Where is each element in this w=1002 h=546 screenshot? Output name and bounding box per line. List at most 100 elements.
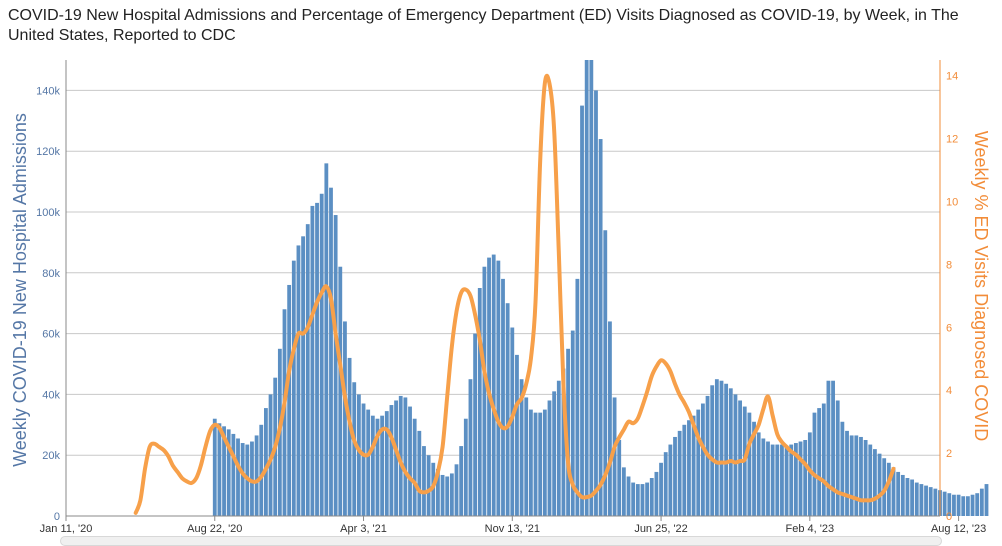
right-tick-label: 14	[946, 71, 958, 83]
admissions-bar	[812, 412, 817, 516]
admissions-bar	[575, 278, 580, 516]
admissions-bar	[719, 380, 724, 516]
admissions-bar	[961, 496, 966, 516]
admissions-bar	[347, 357, 352, 516]
admissions-bar	[584, 60, 589, 516]
admissions-bar	[738, 400, 743, 516]
admissions-bar	[854, 435, 859, 516]
admissions-bar	[222, 426, 226, 516]
admissions-bar	[659, 462, 663, 516]
left-tick-label: 100k	[36, 207, 60, 219]
admissions-bar	[580, 105, 584, 516]
admissions-bar	[710, 385, 715, 516]
admissions-bar	[803, 440, 808, 516]
admissions-bar	[793, 443, 798, 516]
ed-visits-line	[133, 73, 896, 515]
admissions-bar	[594, 90, 598, 517]
admissions-bar	[821, 403, 826, 516]
right-tick-label: 8	[946, 259, 952, 271]
admissions-bar	[482, 266, 487, 516]
admissions-bar	[677, 430, 682, 516]
admissions-bar	[426, 455, 431, 516]
admissions-bar	[831, 380, 835, 516]
admissions-bar	[910, 479, 915, 516]
admissions-bar	[914, 482, 919, 516]
right-tick-label: 4	[946, 385, 952, 397]
x-tick-label: Jun 25, '22	[634, 523, 687, 535]
admissions-bar	[422, 446, 426, 516]
admissions-bar	[617, 440, 622, 516]
admissions-bar	[338, 266, 343, 516]
admissions-bar	[505, 303, 510, 516]
admissions-bar	[394, 400, 398, 516]
admissions-bar	[687, 420, 691, 516]
admissions-bar	[254, 435, 259, 516]
admissions-bar	[826, 380, 831, 516]
admissions-bar	[924, 485, 928, 516]
admissions-bar	[343, 321, 347, 516]
admissions-bar	[784, 446, 789, 516]
admissions-bar	[979, 488, 984, 516]
admissions-bar	[919, 484, 924, 516]
range-navigator[interactable]	[60, 536, 942, 546]
admissions-bar	[645, 482, 650, 516]
admissions-bar	[603, 230, 608, 517]
admissions-bar	[236, 438, 240, 516]
admissions-bar	[370, 415, 375, 516]
admissions-bar	[561, 368, 566, 516]
admissions-bar	[319, 193, 324, 516]
admissions-bar	[700, 403, 705, 516]
admissions-bar	[631, 482, 636, 516]
admissions-bar	[515, 354, 519, 516]
admissions-bar	[733, 394, 738, 516]
admissions-bar	[859, 436, 863, 516]
admissions-bar	[608, 321, 612, 516]
left-tick-label: 20k	[42, 450, 60, 462]
admissions-bar	[352, 382, 357, 516]
admissions-bar	[728, 388, 733, 516]
admissions-bar	[965, 496, 970, 516]
right-tick-label: 0	[946, 511, 952, 523]
left-axis-title: Weekly COVID-19 New Hospital Admissions	[10, 113, 30, 467]
admissions-bar	[873, 449, 877, 516]
admissions-bar	[696, 409, 701, 516]
admissions-bar	[891, 467, 896, 516]
admissions-bar	[533, 412, 538, 516]
admissions-bar	[789, 444, 794, 516]
admissions-bar	[566, 348, 570, 516]
admissions-bar	[984, 484, 989, 516]
admissions-bar	[463, 418, 468, 516]
admissions-bar	[649, 478, 654, 516]
admissions-bar	[240, 443, 245, 516]
admissions-bar	[212, 418, 217, 516]
admissions-bar	[840, 421, 845, 516]
chart-title: COVID-19 New Hospital Admissions and Per…	[8, 7, 959, 44]
admissions-bar	[524, 397, 529, 516]
admissions-bar	[654, 471, 659, 516]
admissions-bar	[440, 474, 445, 516]
admissions-bar	[552, 391, 557, 516]
admissions-bar	[436, 468, 440, 516]
admissions-bar	[556, 380, 561, 516]
left-tick-label: 60k	[42, 329, 60, 341]
left-axis-ticks: 0 20k 40k 60k 80k 100k 120k 140k	[36, 85, 60, 523]
admissions-bar	[635, 484, 640, 516]
admissions-bar	[663, 452, 668, 516]
admissions-bar	[640, 484, 645, 516]
admissions-bar	[598, 139, 603, 517]
admissions-bar	[310, 205, 315, 517]
admissions-bar	[845, 430, 849, 516]
admissions-bar	[305, 224, 310, 516]
admissions-bar	[868, 444, 873, 516]
admissions-bar	[384, 411, 389, 516]
admissions-bar	[942, 491, 947, 516]
admissions-bar	[324, 163, 329, 517]
x-tick-label: Feb 4, '23	[786, 523, 835, 535]
right-tick-label: 12	[946, 134, 958, 146]
admissions-bar	[296, 245, 301, 516]
right-axis-title: Weekly % ED Visits Diagnosed COVID	[971, 131, 991, 441]
right-tick-label: 2	[946, 448, 952, 460]
admissions-bar	[380, 415, 385, 516]
admissions-bar	[589, 60, 594, 516]
